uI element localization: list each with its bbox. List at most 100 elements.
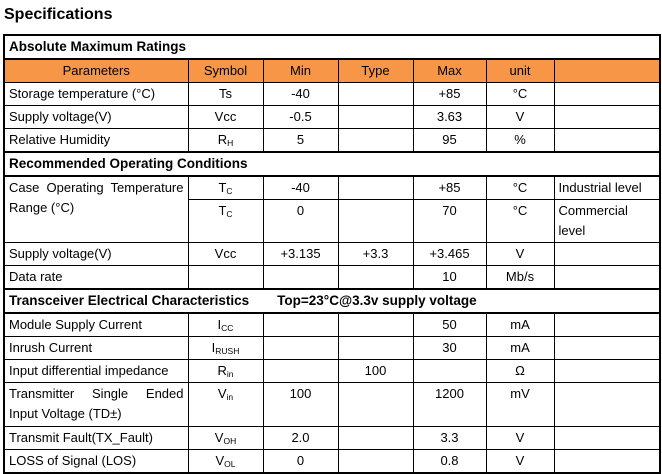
cell-min: 100 bbox=[262, 382, 339, 427]
cell-symbol: ICC bbox=[187, 312, 264, 337]
cell-unit: mV bbox=[485, 382, 555, 427]
cell-note bbox=[553, 128, 661, 153]
cell-min: 0 bbox=[262, 199, 339, 243]
cell-parameter: Supply voltage(V) bbox=[3, 242, 189, 266]
cell-parameter: Input differential impedance bbox=[3, 359, 189, 383]
cell-note bbox=[553, 312, 661, 337]
cell-max: 1200 bbox=[412, 382, 487, 427]
cell-unit: °C bbox=[485, 175, 555, 200]
table-row-supply-voltage-abs: Supply voltage(V) Vcc -0.5 3.63 V bbox=[3, 105, 661, 129]
cell-note bbox=[553, 105, 661, 129]
cell-symbol: Ts bbox=[187, 82, 264, 106]
table-row-case-temp-industrial: Case Operating Temperature Range (°C) TC… bbox=[3, 175, 661, 243]
section-row-transceiver-electrical-characteristics: Transceiver Electrical Characteristics To… bbox=[3, 288, 661, 314]
cell-max: +85 bbox=[412, 175, 487, 200]
cell-max: 3.63 bbox=[412, 105, 487, 129]
cell-parameter: Transmit Fault(TX_Fault) bbox=[3, 426, 189, 450]
cell-symbol: TC bbox=[187, 199, 264, 243]
cell-parameter: LOSS of Signal (LOS) bbox=[3, 449, 189, 474]
table-row-data-rate: Data rate 10 Mb/s bbox=[3, 265, 661, 290]
cell-type: +3.3 bbox=[337, 242, 414, 266]
cell-type bbox=[337, 128, 414, 153]
cell-unit: V bbox=[485, 105, 555, 129]
table-row-supply-voltage-roc: Supply voltage(V) Vcc +3.135 +3.3 +3.465… bbox=[3, 242, 661, 266]
cell-unit: Mb/s bbox=[485, 265, 555, 290]
cell-min bbox=[262, 336, 339, 360]
col-header-unit: unit bbox=[485, 58, 555, 83]
table-row-input-differential-impedance: Input differential impedance Rin 100 Ω bbox=[3, 359, 661, 383]
cell-unit: mA bbox=[485, 312, 555, 337]
cell-min: -40 bbox=[262, 82, 339, 106]
cell-max: 0.8 bbox=[412, 449, 487, 474]
cell-min: -40 bbox=[262, 175, 339, 200]
cell-note bbox=[553, 242, 661, 266]
table-row-loss-of-signal: LOSS of Signal (LOS) VOL 0 0.8 V bbox=[3, 449, 661, 474]
table-row-transmitter-input-voltage: Transmitter Single Ended Input Voltage (… bbox=[3, 382, 661, 427]
cell-note bbox=[553, 82, 661, 106]
cell-min bbox=[262, 265, 339, 290]
table-row-transmit-fault: Transmit Fault(TX_Fault) VOH 2.0 3.3 V bbox=[3, 426, 661, 450]
col-header-min: Min bbox=[262, 58, 339, 83]
cell-type bbox=[337, 449, 414, 474]
cell-type bbox=[337, 175, 414, 200]
cell-symbol: RH bbox=[187, 128, 264, 153]
section-title: Absolute Maximum Ratings bbox=[3, 34, 661, 60]
cell-symbol: TC bbox=[187, 175, 264, 200]
col-header-parameters: Parameters bbox=[3, 58, 189, 83]
cell-min: +3.135 bbox=[262, 242, 339, 266]
cell-symbol bbox=[187, 265, 264, 290]
cell-min bbox=[262, 312, 339, 337]
col-header-symbol: Symbol bbox=[187, 58, 264, 83]
table-row-case-temp-commercial: TC 0 70 °C Commercial level bbox=[4, 199, 661, 243]
cell-max: 70 bbox=[412, 199, 487, 243]
cell-max bbox=[412, 359, 487, 383]
cell-type bbox=[337, 199, 414, 243]
page-title: Specifications bbox=[4, 6, 113, 23]
section-row-recommended-operating-conditions: Recommended Operating Conditions bbox=[3, 151, 661, 177]
cell-type bbox=[337, 265, 414, 290]
table-row-inrush-current: Inrush Current IRUSH 30 mA bbox=[3, 336, 661, 360]
cell-unit: V bbox=[485, 426, 555, 450]
cell-unit: V bbox=[485, 242, 555, 266]
cell-unit: °C bbox=[485, 199, 555, 243]
cell-symbol: IRUSH bbox=[187, 336, 264, 360]
table-row-relative-humidity: Relative Humidity RH 5 95 % bbox=[3, 128, 661, 153]
cell-parameter: Inrush Current bbox=[3, 336, 189, 360]
cell-type bbox=[337, 312, 414, 337]
cell-max: 30 bbox=[412, 336, 487, 360]
cell-min bbox=[262, 359, 339, 383]
cell-unit: % bbox=[485, 128, 555, 153]
cell-min: 0 bbox=[262, 449, 339, 474]
column-header-row: Parameters Symbol Min Type Max unit bbox=[3, 58, 661, 83]
cell-parameter: Supply voltage(V) bbox=[3, 105, 189, 129]
cell-type bbox=[337, 105, 414, 129]
datasheet-page: Specifications Absolute Maximum Ratings … bbox=[0, 5, 662, 474]
cell-parameter: Storage temperature (°C) bbox=[3, 82, 189, 106]
cell-note bbox=[553, 265, 661, 290]
cell-note: Industrial level bbox=[553, 175, 661, 200]
cell-max: 95 bbox=[412, 128, 487, 153]
cell-unit: V bbox=[485, 449, 555, 474]
cell-symbol: VOL bbox=[187, 449, 264, 474]
cell-note bbox=[553, 449, 661, 474]
cell-unit: mA bbox=[485, 336, 555, 360]
cell-note bbox=[553, 359, 661, 383]
section-row-absolute-maximum-ratings: Absolute Maximum Ratings bbox=[3, 34, 661, 60]
specifications-table: Absolute Maximum Ratings Parameters Symb… bbox=[3, 34, 661, 474]
cell-parameter: Relative Humidity bbox=[3, 128, 189, 153]
section-title: Transceiver Electrical Characteristics bbox=[9, 293, 250, 308]
cell-parameter: Case Operating Temperature Range (°C) bbox=[3, 175, 189, 243]
cell-max: 3.3 bbox=[412, 426, 487, 450]
cell-symbol: Vcc bbox=[187, 105, 264, 129]
cell-parameter: Data rate bbox=[3, 265, 189, 290]
cell-max: +85 bbox=[412, 82, 487, 106]
cell-type: 100 bbox=[337, 359, 414, 383]
cell-parameter: Module Supply Current bbox=[3, 312, 189, 337]
cell-max: +3.465 bbox=[412, 242, 487, 266]
cell-type bbox=[337, 426, 414, 450]
col-header-note bbox=[553, 58, 661, 83]
cell-note: Commercial level bbox=[553, 199, 661, 243]
cell-symbol: Rin bbox=[187, 359, 264, 383]
cell-parameter: Transmitter Single Ended Input Voltage (… bbox=[3, 382, 189, 427]
section-subtitle: Top=23°C@3.3v supply voltage bbox=[277, 293, 477, 308]
